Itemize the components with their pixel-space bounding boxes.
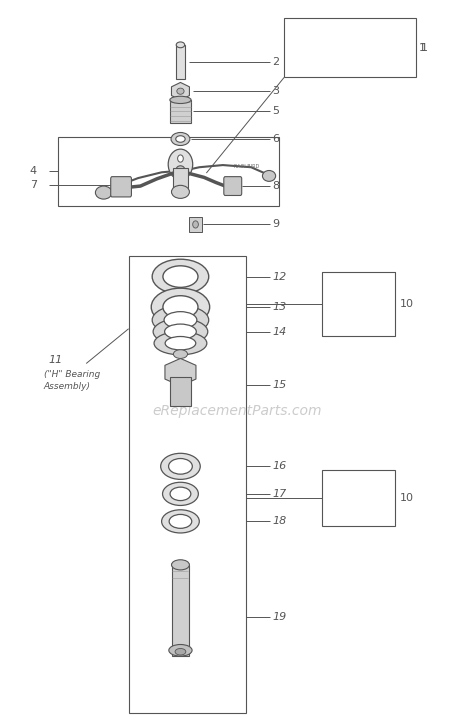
Text: Assembly): Assembly) bbox=[44, 382, 91, 391]
Ellipse shape bbox=[164, 324, 196, 340]
Text: 13: 13 bbox=[273, 302, 287, 312]
Polygon shape bbox=[165, 358, 196, 386]
FancyBboxPatch shape bbox=[111, 177, 131, 197]
Ellipse shape bbox=[170, 96, 191, 103]
Ellipse shape bbox=[153, 318, 208, 345]
Ellipse shape bbox=[163, 482, 198, 505]
Ellipse shape bbox=[163, 296, 198, 318]
Ellipse shape bbox=[178, 155, 183, 162]
Text: 3: 3 bbox=[273, 87, 279, 96]
Text: eReplacementParts.com: eReplacementParts.com bbox=[152, 403, 322, 417]
Ellipse shape bbox=[177, 88, 184, 95]
Ellipse shape bbox=[161, 454, 200, 479]
Text: 1: 1 bbox=[421, 43, 428, 53]
Ellipse shape bbox=[176, 136, 185, 142]
Ellipse shape bbox=[176, 166, 185, 173]
Text: 18: 18 bbox=[273, 516, 287, 526]
Text: 12: 12 bbox=[273, 272, 287, 281]
Text: 7: 7 bbox=[30, 180, 37, 190]
Ellipse shape bbox=[169, 645, 192, 656]
Text: 2: 2 bbox=[273, 57, 280, 67]
Ellipse shape bbox=[95, 186, 112, 199]
Ellipse shape bbox=[154, 332, 207, 355]
Ellipse shape bbox=[175, 648, 186, 655]
Ellipse shape bbox=[163, 266, 198, 287]
FancyBboxPatch shape bbox=[170, 377, 191, 406]
Text: 9: 9 bbox=[273, 219, 280, 229]
Ellipse shape bbox=[193, 221, 198, 228]
FancyBboxPatch shape bbox=[224, 177, 242, 196]
Ellipse shape bbox=[263, 171, 276, 181]
Ellipse shape bbox=[162, 510, 199, 533]
Ellipse shape bbox=[171, 132, 190, 145]
Text: 10: 10 bbox=[400, 299, 414, 309]
Ellipse shape bbox=[169, 459, 192, 474]
Text: 6: 6 bbox=[273, 134, 279, 144]
Polygon shape bbox=[172, 82, 190, 100]
Text: 8: 8 bbox=[273, 181, 280, 191]
Text: ("H" Bearing: ("H" Bearing bbox=[44, 370, 100, 379]
Text: 11: 11 bbox=[48, 355, 63, 365]
Text: RAIN BIRD: RAIN BIRD bbox=[234, 164, 259, 169]
Text: 19: 19 bbox=[273, 612, 287, 622]
Text: 5: 5 bbox=[273, 106, 279, 116]
Text: 14: 14 bbox=[273, 326, 287, 337]
Ellipse shape bbox=[168, 149, 193, 180]
Ellipse shape bbox=[165, 337, 196, 350]
Ellipse shape bbox=[172, 560, 190, 570]
FancyBboxPatch shape bbox=[190, 217, 202, 232]
FancyBboxPatch shape bbox=[176, 45, 185, 79]
Ellipse shape bbox=[151, 288, 210, 326]
Ellipse shape bbox=[170, 487, 191, 501]
FancyBboxPatch shape bbox=[172, 565, 190, 656]
FancyBboxPatch shape bbox=[173, 168, 188, 190]
Ellipse shape bbox=[176, 42, 185, 48]
Ellipse shape bbox=[152, 260, 209, 294]
Ellipse shape bbox=[172, 185, 190, 198]
FancyBboxPatch shape bbox=[170, 100, 191, 123]
Text: 1: 1 bbox=[419, 43, 426, 53]
Ellipse shape bbox=[173, 350, 188, 358]
Text: 15: 15 bbox=[273, 380, 287, 390]
Text: 17: 17 bbox=[273, 489, 287, 499]
Text: 10: 10 bbox=[400, 493, 414, 503]
Ellipse shape bbox=[152, 305, 209, 334]
Ellipse shape bbox=[169, 515, 192, 529]
Ellipse shape bbox=[164, 312, 197, 329]
Text: 4: 4 bbox=[30, 166, 37, 176]
Text: 16: 16 bbox=[273, 462, 287, 471]
